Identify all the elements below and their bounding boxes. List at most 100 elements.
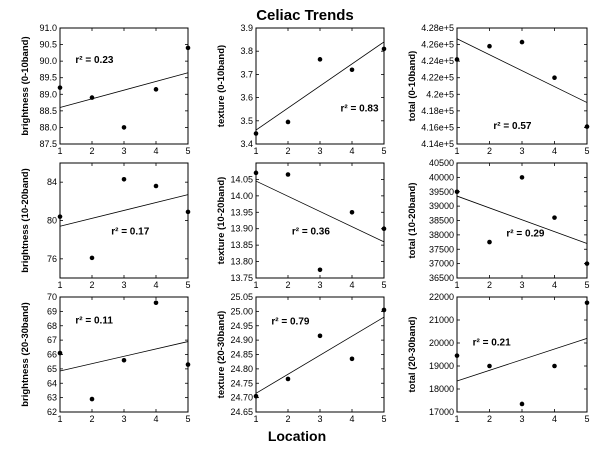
panel-3: 4.14e+5 4.16e+5 4.18e+5 4.2e+5 4.22e+5 4.24e+… <box>407 23 590 156</box>
data-point <box>253 170 259 176</box>
x-tick-label: 2 <box>285 146 290 156</box>
y-tick-label: 4.26e+5 <box>421 40 454 50</box>
data-point <box>487 43 492 49</box>
data-point <box>552 363 557 369</box>
y-tick-label: 14.05 <box>230 174 253 184</box>
y-tick-label: 88.5 <box>39 106 57 116</box>
data-point <box>381 307 387 313</box>
x-tick-label: 4 <box>349 280 354 290</box>
y-tick-label: 21000 <box>429 315 454 325</box>
x-tick-label: 5 <box>185 146 190 156</box>
panel-1: 87.5 88.0 88.5 89.0 89.5 90.0 90.5 91.0 1 2 3 4 5 r² … <box>20 23 191 156</box>
data-point <box>185 45 191 51</box>
regression-line <box>456 38 588 103</box>
data-point <box>285 172 291 177</box>
data-point <box>57 350 63 356</box>
y-tick-label: 89.0 <box>39 89 57 99</box>
data-point <box>185 362 191 367</box>
data-point <box>317 57 323 62</box>
data-point <box>552 75 557 81</box>
y-tick-label: 25.05 <box>230 292 253 302</box>
y-tick-label: 4.28e+5 <box>421 23 454 33</box>
r-squared-label: r² = 0.17 <box>111 226 150 237</box>
y-tick-label: 69 <box>47 306 57 316</box>
data-point <box>285 376 291 382</box>
x-tick-label: 3 <box>317 146 322 156</box>
x-tick-label: 5 <box>185 414 190 424</box>
scatter-panels-grid: 87.5 88.0 88.5 89.0 89.5 90.0 90.5 91.0 1 2 3 4 5 r² … <box>20 23 590 424</box>
panel-7: 62 63 64 65 66 67 68 69 70 1 2 3 4 5 r² = 0.11 brightne… <box>20 292 191 424</box>
r-squared-label: r² = 0.79 <box>271 317 310 328</box>
data-point <box>349 209 355 215</box>
y-tick-label: 3.5 <box>240 116 253 126</box>
x-tick-label: 1 <box>454 280 459 290</box>
y-tick-label: 18000 <box>429 384 454 394</box>
x-tick-label: 2 <box>89 280 94 290</box>
y-tick-label: 64 <box>47 378 57 388</box>
x-tick-label: 3 <box>317 414 322 424</box>
y-tick-label: 3.4 <box>240 139 253 149</box>
y-tick-label: 13.90 <box>230 224 253 234</box>
x-tick-label: 5 <box>584 414 589 424</box>
y-tick-label: 38000 <box>429 230 454 240</box>
plot-frame <box>255 296 385 413</box>
y-tick-label: 3.8 <box>240 46 253 56</box>
data-point <box>153 300 159 306</box>
x-tick-label: 5 <box>584 280 589 290</box>
data-point <box>317 333 323 339</box>
panel-9: 17000 18000 19000 20000 21000 22000 1 2 3 4 5 r² = … <box>407 292 590 424</box>
y-tick-label: 17000 <box>429 407 454 417</box>
figure-title: Celiac Trends <box>256 7 354 24</box>
regression-line <box>59 194 189 227</box>
data-point <box>487 239 492 245</box>
y-tick-label: 38500 <box>429 216 454 226</box>
plot-frame <box>255 162 385 279</box>
x-tick-label: 1 <box>253 414 258 424</box>
y-tick-label: 3.7 <box>240 69 253 79</box>
data-point <box>519 39 525 45</box>
x-tick-label: 3 <box>121 146 126 156</box>
r-squared-label: r² = 0.21 <box>473 337 512 348</box>
x-tick-label: 4 <box>349 414 354 424</box>
y-tick-label: 91.0 <box>39 23 57 33</box>
plot-frame <box>456 162 588 279</box>
y-tick-label: 24.75 <box>230 378 253 388</box>
x-tick-label: 2 <box>89 146 94 156</box>
x-tick-label: 5 <box>381 414 386 424</box>
x-tick-label: 2 <box>285 280 290 290</box>
y-tick-label: 4.18e+5 <box>421 106 454 116</box>
y-axis-label: texture (0-10band) <box>216 45 227 127</box>
y-tick-label: 25.00 <box>230 306 253 316</box>
y-tick-label: 24.70 <box>230 393 253 403</box>
x-tick-label: 1 <box>454 414 459 424</box>
y-axis-label: total (0-10band) <box>407 51 418 122</box>
y-tick-label: 89.5 <box>39 73 57 83</box>
y-tick-label: 3.9 <box>240 23 253 33</box>
panel-8: 24.65 24.70 24.75 24.80 24.85 24.90 24.95 25.00… <box>216 292 387 424</box>
y-tick-label: 20000 <box>429 338 454 348</box>
r-squared-label: r² = 0.29 <box>506 229 545 240</box>
y-tick-label: 40000 <box>429 172 454 182</box>
data-point <box>121 125 127 130</box>
y-axis-label: brightness (0-10band) <box>20 36 31 135</box>
x-tick-label: 1 <box>454 146 459 156</box>
y-tick-label: 24.85 <box>230 350 253 360</box>
plot-frame <box>456 296 588 413</box>
y-tick-label: 4.2e+5 <box>426 89 454 99</box>
y-axis-label: total (10-20band) <box>407 182 418 258</box>
regression-line <box>456 338 588 382</box>
x-tick-label: 4 <box>552 414 557 424</box>
x-tick-label: 1 <box>57 146 62 156</box>
data-point <box>317 267 323 273</box>
data-point <box>153 87 159 92</box>
y-tick-label: 19000 <box>429 361 454 371</box>
data-point <box>185 209 191 215</box>
data-point <box>89 255 95 261</box>
x-tick-label: 5 <box>381 146 386 156</box>
x-tick-label: 3 <box>519 146 524 156</box>
data-point <box>584 261 590 266</box>
y-axis-label: texture (20-30band) <box>216 311 227 399</box>
x-tick-label: 3 <box>121 280 126 290</box>
x-tick-label: 5 <box>584 146 589 156</box>
y-tick-label: 24.95 <box>230 321 253 331</box>
